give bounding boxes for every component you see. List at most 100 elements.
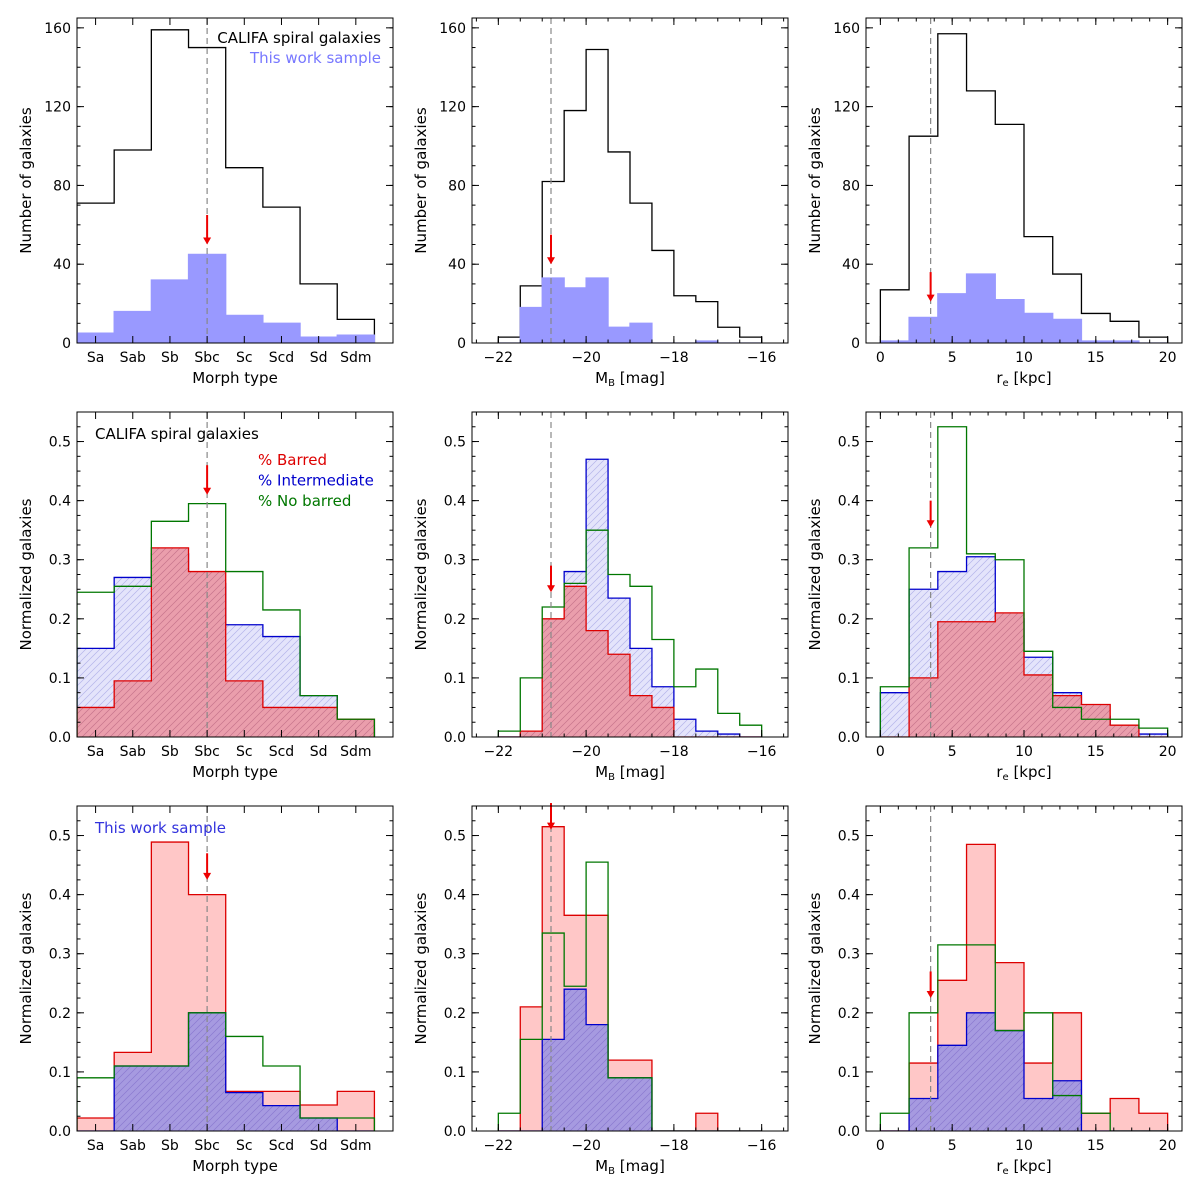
x-tick-label: 15	[1087, 350, 1105, 366]
y-tick-label: 0.5	[838, 435, 860, 451]
y-tick-label: 0.2	[49, 612, 71, 628]
y-tick-label: 0.4	[838, 888, 860, 904]
x-tick-label: 10	[1015, 350, 1033, 366]
y-axis-label: Normalized galaxies	[806, 498, 824, 650]
series-no_barred-histogram	[77, 1012, 376, 1131]
y-axis-label: Normalized galaxies	[412, 498, 430, 650]
y-tick-label: 160	[833, 21, 860, 37]
y-tick-label: 40	[842, 257, 860, 273]
y-tick-label: 0.0	[444, 730, 466, 746]
x-tick-label: Sab	[120, 350, 146, 366]
x-tick-label: 5	[948, 350, 957, 366]
series-sample-histogram	[498, 277, 762, 343]
x-axis-label: re [kpc]	[996, 763, 1051, 783]
y-tick-label: 0.0	[838, 730, 860, 746]
y-tick-label: 0.2	[49, 1006, 71, 1022]
x-tick-label: Sc	[236, 744, 253, 760]
marker-arrow-icon	[203, 487, 212, 495]
y-tick-label: 160	[44, 21, 71, 37]
x-tick-label: Sbc	[194, 1138, 219, 1154]
x-tick-label: Sd	[310, 350, 328, 366]
y-tick-label: 120	[44, 100, 71, 116]
y-tick-label: 0.4	[49, 494, 71, 510]
y-tick-label: 0.5	[49, 829, 71, 845]
x-tick-label: −18	[659, 1138, 689, 1154]
y-tick-label: 0.3	[838, 947, 860, 963]
y-axis-label: Normalized galaxies	[412, 892, 430, 1044]
annotation-text: This work sample	[249, 49, 381, 67]
y-tick-label: 0.4	[49, 888, 71, 904]
x-tick-label: −18	[659, 744, 689, 760]
x-axis-label: Morph type	[192, 1157, 278, 1175]
y-axis-label: Number of galaxies	[412, 107, 430, 254]
x-tick-label: Sa	[87, 1138, 104, 1154]
marker-arrow-icon	[926, 520, 935, 528]
x-tick-label: 0	[876, 350, 885, 366]
x-tick-label: 15	[1087, 744, 1105, 760]
y-tick-label: 0.5	[49, 435, 71, 451]
marker-arrow-icon	[203, 237, 212, 245]
y-tick-label: 0.1	[49, 1065, 71, 1081]
x-tick-label: Sd	[310, 1138, 328, 1154]
annotation-text: CALIFA spiral galaxies	[217, 29, 381, 47]
x-tick-label: 5	[948, 744, 957, 760]
x-tick-label: −20	[571, 744, 601, 760]
y-tick-label: 0.5	[444, 829, 466, 845]
x-tick-label: −16	[747, 744, 777, 760]
series-sample-histogram	[77, 253, 376, 343]
y-tick-label: 160	[439, 21, 466, 37]
panel-r0c2: 0 40 80 120 160 0 5 10 15 20 re [kpc] Number of gal…	[806, 17, 1183, 389]
x-axis-label: Morph type	[192, 763, 278, 781]
marker-arrow-icon	[926, 294, 935, 302]
series-califa-histogram	[77, 29, 376, 343]
x-tick-label: −22	[484, 744, 514, 760]
y-axis-label: Normalized galaxies	[17, 498, 35, 650]
x-tick-label: 10	[1015, 1138, 1033, 1154]
y-tick-label: 0	[851, 336, 860, 352]
x-axis-label: Morph type	[192, 369, 278, 387]
y-tick-label: 0.3	[49, 553, 71, 569]
x-tick-label: Sc	[236, 1138, 253, 1154]
x-tick-label: Sbc	[194, 350, 219, 366]
y-tick-label: 0.3	[838, 553, 860, 569]
x-tick-label: 20	[1159, 1138, 1177, 1154]
x-axis-label: MB [mag]	[595, 763, 665, 783]
y-tick-label: 40	[448, 257, 466, 273]
y-tick-label: 0.2	[838, 612, 860, 628]
x-axis-label: re [kpc]	[996, 1157, 1051, 1177]
y-tick-label: 0.1	[838, 1065, 860, 1081]
y-tick-label: 80	[842, 178, 860, 194]
y-tick-label: 80	[448, 178, 466, 194]
x-tick-label: Sb	[161, 350, 179, 366]
x-tick-label: Sdm	[340, 350, 371, 366]
y-tick-label: 0.2	[444, 1006, 466, 1022]
x-tick-label: 0	[876, 744, 885, 760]
panel-r0c0: 0 40 80 120 160 Sa Sab Sb Sbc Sc Scd Sd Sdm Morph typ…	[17, 17, 394, 387]
annotation-text: % Intermediate	[258, 472, 374, 490]
panel-r1c2: 0.0 0.1 0.2 0.3 0.4 0.5 0 5 10 15 20 re [kpc] Normal…	[806, 411, 1183, 783]
y-tick-label: 0.0	[444, 1124, 466, 1140]
y-tick-label: 0.0	[49, 730, 71, 746]
y-tick-label: 0	[62, 336, 71, 352]
x-tick-label: −22	[484, 1138, 514, 1154]
x-tick-label: −16	[747, 1138, 777, 1154]
annotation-text: This work sample	[94, 819, 226, 837]
y-tick-label: 0.5	[838, 829, 860, 845]
panel-r0c1: 0 40 80 120 160 −22 −20 −18 −16 MB [mag] Number of…	[412, 17, 789, 389]
panel-r2c0: 0.0 0.1 0.2 0.3 0.4 0.5 Sa Sab Sb Sbc Sc Scd Sd Sdm Mo…	[17, 805, 394, 1175]
axes-frame	[76, 17, 394, 344]
y-tick-label: 40	[53, 257, 71, 273]
y-tick-label: 0.1	[444, 1065, 466, 1081]
x-axis-label: MB [mag]	[595, 369, 665, 389]
x-tick-label: Sa	[87, 744, 104, 760]
x-tick-label: 5	[948, 1138, 957, 1154]
x-tick-label: −16	[747, 350, 777, 366]
marker-arrow-icon	[547, 585, 555, 593]
series-sample-histogram	[879, 273, 1168, 343]
x-tick-label: −20	[571, 1138, 601, 1154]
x-tick-label: 20	[1159, 744, 1177, 760]
x-tick-label: Sd	[310, 744, 328, 760]
x-tick-label: Scd	[269, 350, 294, 366]
series-no_barred-histogram	[497, 861, 762, 1131]
